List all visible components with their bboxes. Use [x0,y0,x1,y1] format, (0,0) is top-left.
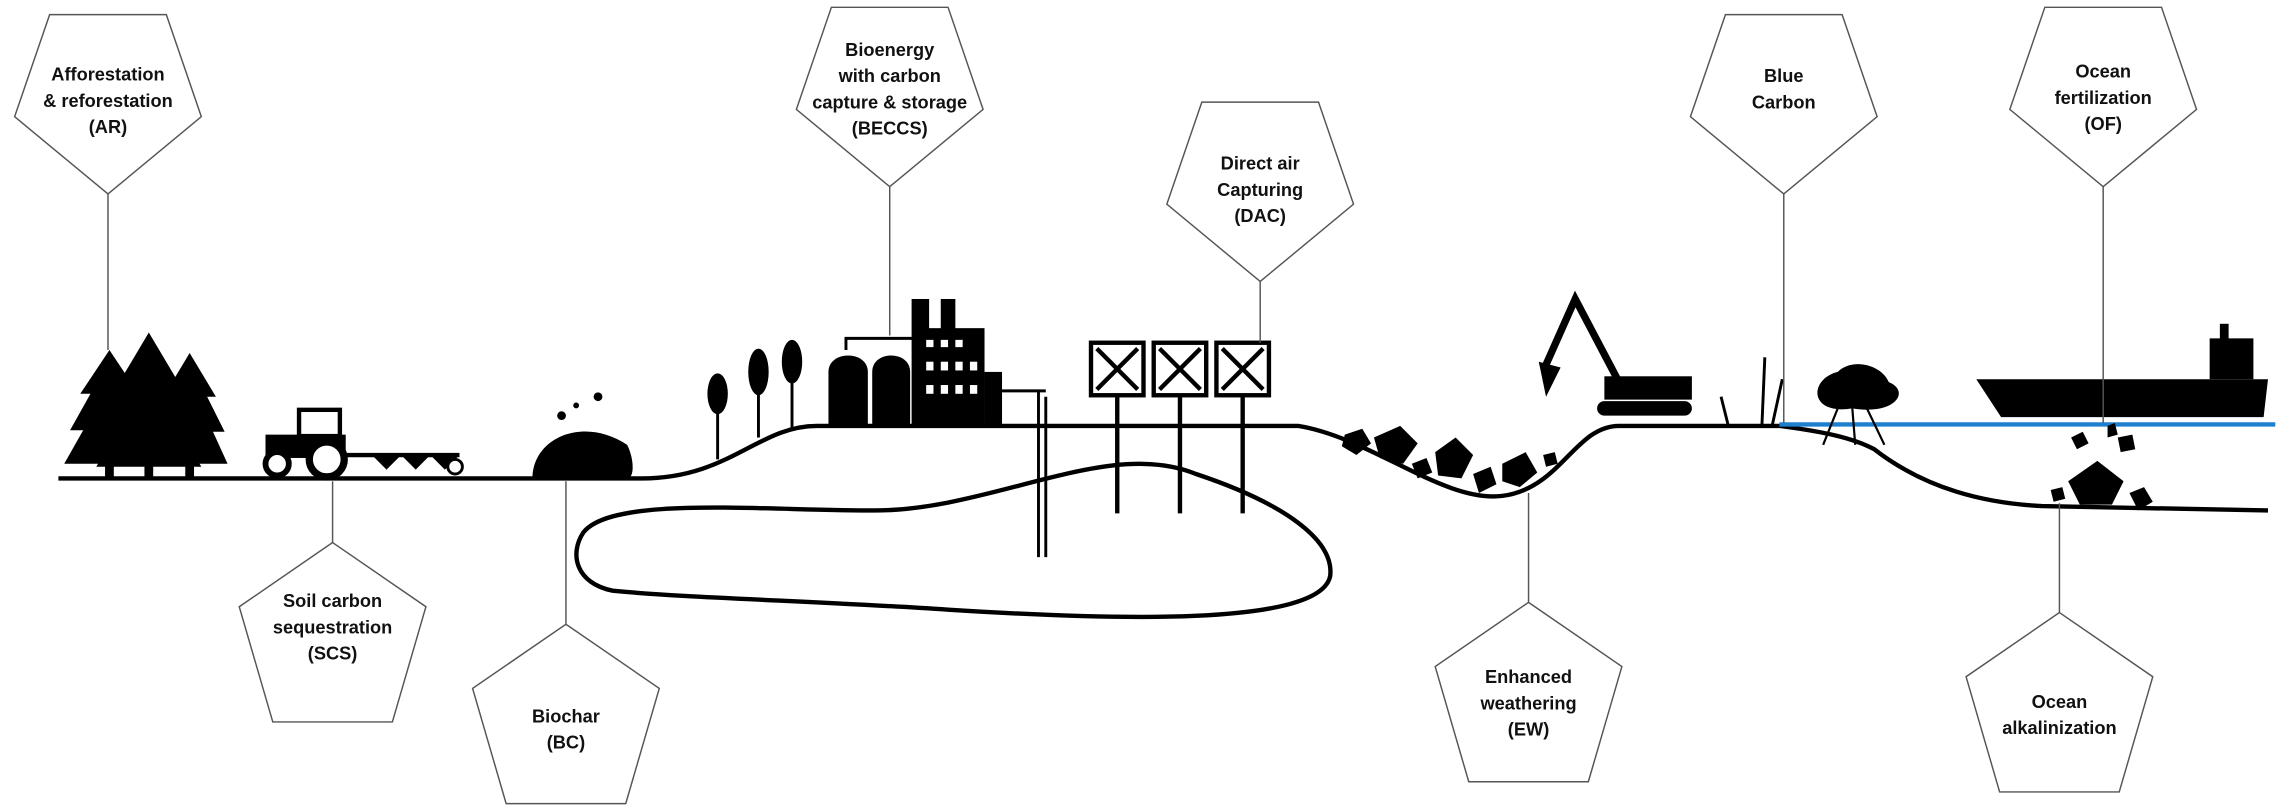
node-label: (BECCS) [852,118,928,139]
node-label: (BC) [547,732,585,753]
diagram: Afforestation & reforestation (AR) Bioenerg… [0,0,2287,808]
node-label: Direct air [1221,153,1300,174]
node-label: sequestration [273,616,392,637]
landscape [58,299,2275,617]
node-label: Bioenergy [845,39,935,60]
node-label: capture & storage [812,91,967,112]
node-label: Ocean [2032,691,2088,712]
node-label: weathering [1479,692,1576,713]
node-label: (EW) [1508,719,1549,740]
node-label: alkalinization [2002,717,2116,738]
node-label: Afforestation [51,64,164,85]
node-label: Blue [1764,65,1803,86]
node-label: Biochar [532,705,600,726]
node-label: & reforestation [43,90,173,111]
node-label: Enhanced [1485,666,1572,687]
node-label: Capturing [1217,179,1303,200]
node-label: Carbon [1752,91,1816,112]
node-label: fertilization [2055,87,2152,108]
node-label: (AR) [89,116,127,137]
node-label: (OF) [2084,113,2121,134]
node-label: Soil carbon [283,590,382,611]
node-label: (DAC) [1234,205,1286,226]
node-label: Ocean [2075,61,2131,82]
node-label: (SCS) [308,643,358,664]
node-label: with carbon [838,65,941,86]
